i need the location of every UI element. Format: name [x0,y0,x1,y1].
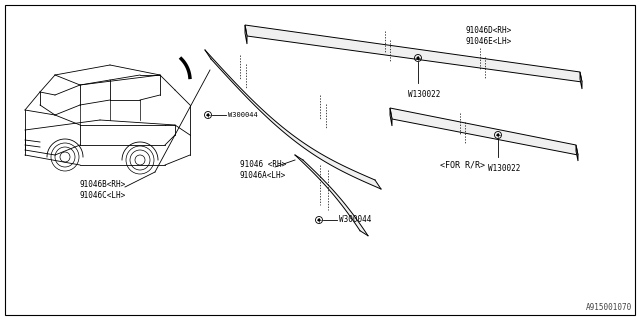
Text: W130022: W130022 [488,164,520,173]
Text: W300044: W300044 [228,112,258,118]
Text: A915001070: A915001070 [586,303,632,312]
Circle shape [497,134,499,136]
Polygon shape [245,25,582,82]
Polygon shape [390,108,578,155]
Polygon shape [245,25,247,44]
Text: 91046 <RH>
91046A<LH>: 91046 <RH> 91046A<LH> [240,160,286,180]
Polygon shape [580,72,582,89]
Text: 91046B<RH>
91046C<LH>: 91046B<RH> 91046C<LH> [80,180,126,200]
Polygon shape [295,155,368,236]
Text: 91046D<RH>
91046E<LH>: 91046D<RH> 91046E<LH> [465,26,511,46]
Circle shape [318,219,320,221]
Text: W130022: W130022 [408,90,440,99]
Polygon shape [205,50,381,189]
Circle shape [417,57,419,59]
Circle shape [207,114,209,116]
Text: <FOR R/R>: <FOR R/R> [440,161,485,170]
Text: W300044: W300044 [339,215,371,225]
Polygon shape [390,108,392,126]
Polygon shape [576,145,578,161]
